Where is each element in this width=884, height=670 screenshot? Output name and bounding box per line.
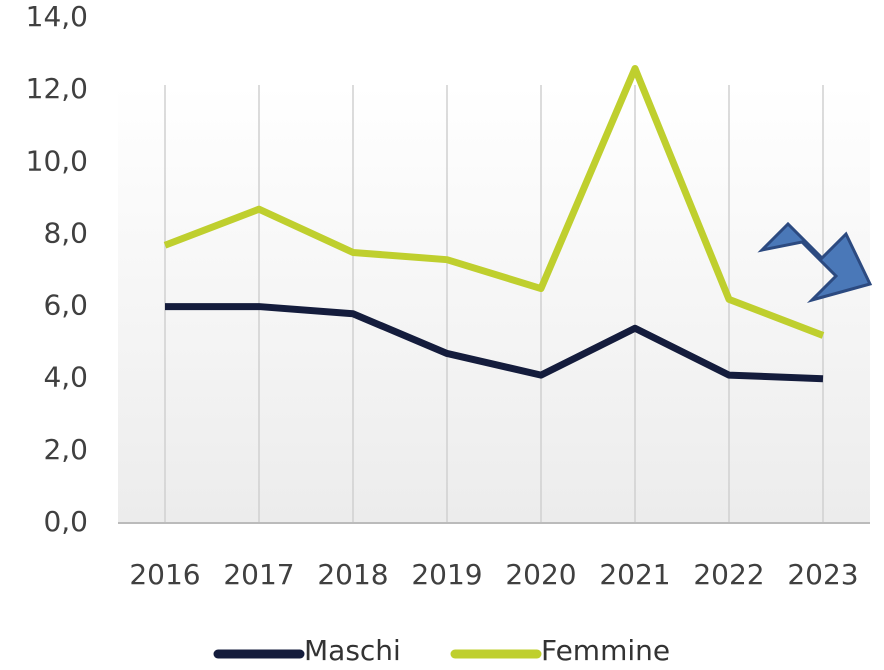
x-tick-label: 2021 bbox=[599, 558, 670, 591]
arrow bbox=[757, 221, 873, 303]
x-tick-label: 2022 bbox=[693, 558, 764, 591]
y-tick-label: 4,0 bbox=[43, 361, 88, 394]
y-tick-label: 10,0 bbox=[26, 144, 88, 177]
series-line bbox=[163, 65, 825, 339]
y-tick-label: 12,0 bbox=[26, 72, 88, 105]
x-tick-label: 2020 bbox=[505, 558, 576, 591]
x-tick-label: 2018 bbox=[317, 558, 388, 591]
y-tick-label: 6,0 bbox=[43, 289, 88, 322]
legend-label: Maschi bbox=[304, 634, 401, 667]
x-tick-label: 2023 bbox=[787, 558, 858, 591]
series-line bbox=[165, 303, 824, 383]
y-tick-label: 8,0 bbox=[43, 216, 88, 249]
y-tick-label: 0,0 bbox=[43, 505, 88, 538]
x-tick-label: 2016 bbox=[129, 558, 200, 591]
x-tick-label: 2019 bbox=[411, 558, 482, 591]
legend-label: Femmine bbox=[541, 634, 670, 667]
y-tick-label: 2,0 bbox=[43, 433, 88, 466]
x-tick-label: 2017 bbox=[223, 558, 294, 591]
y-tick-label: 14,0 bbox=[26, 0, 88, 33]
